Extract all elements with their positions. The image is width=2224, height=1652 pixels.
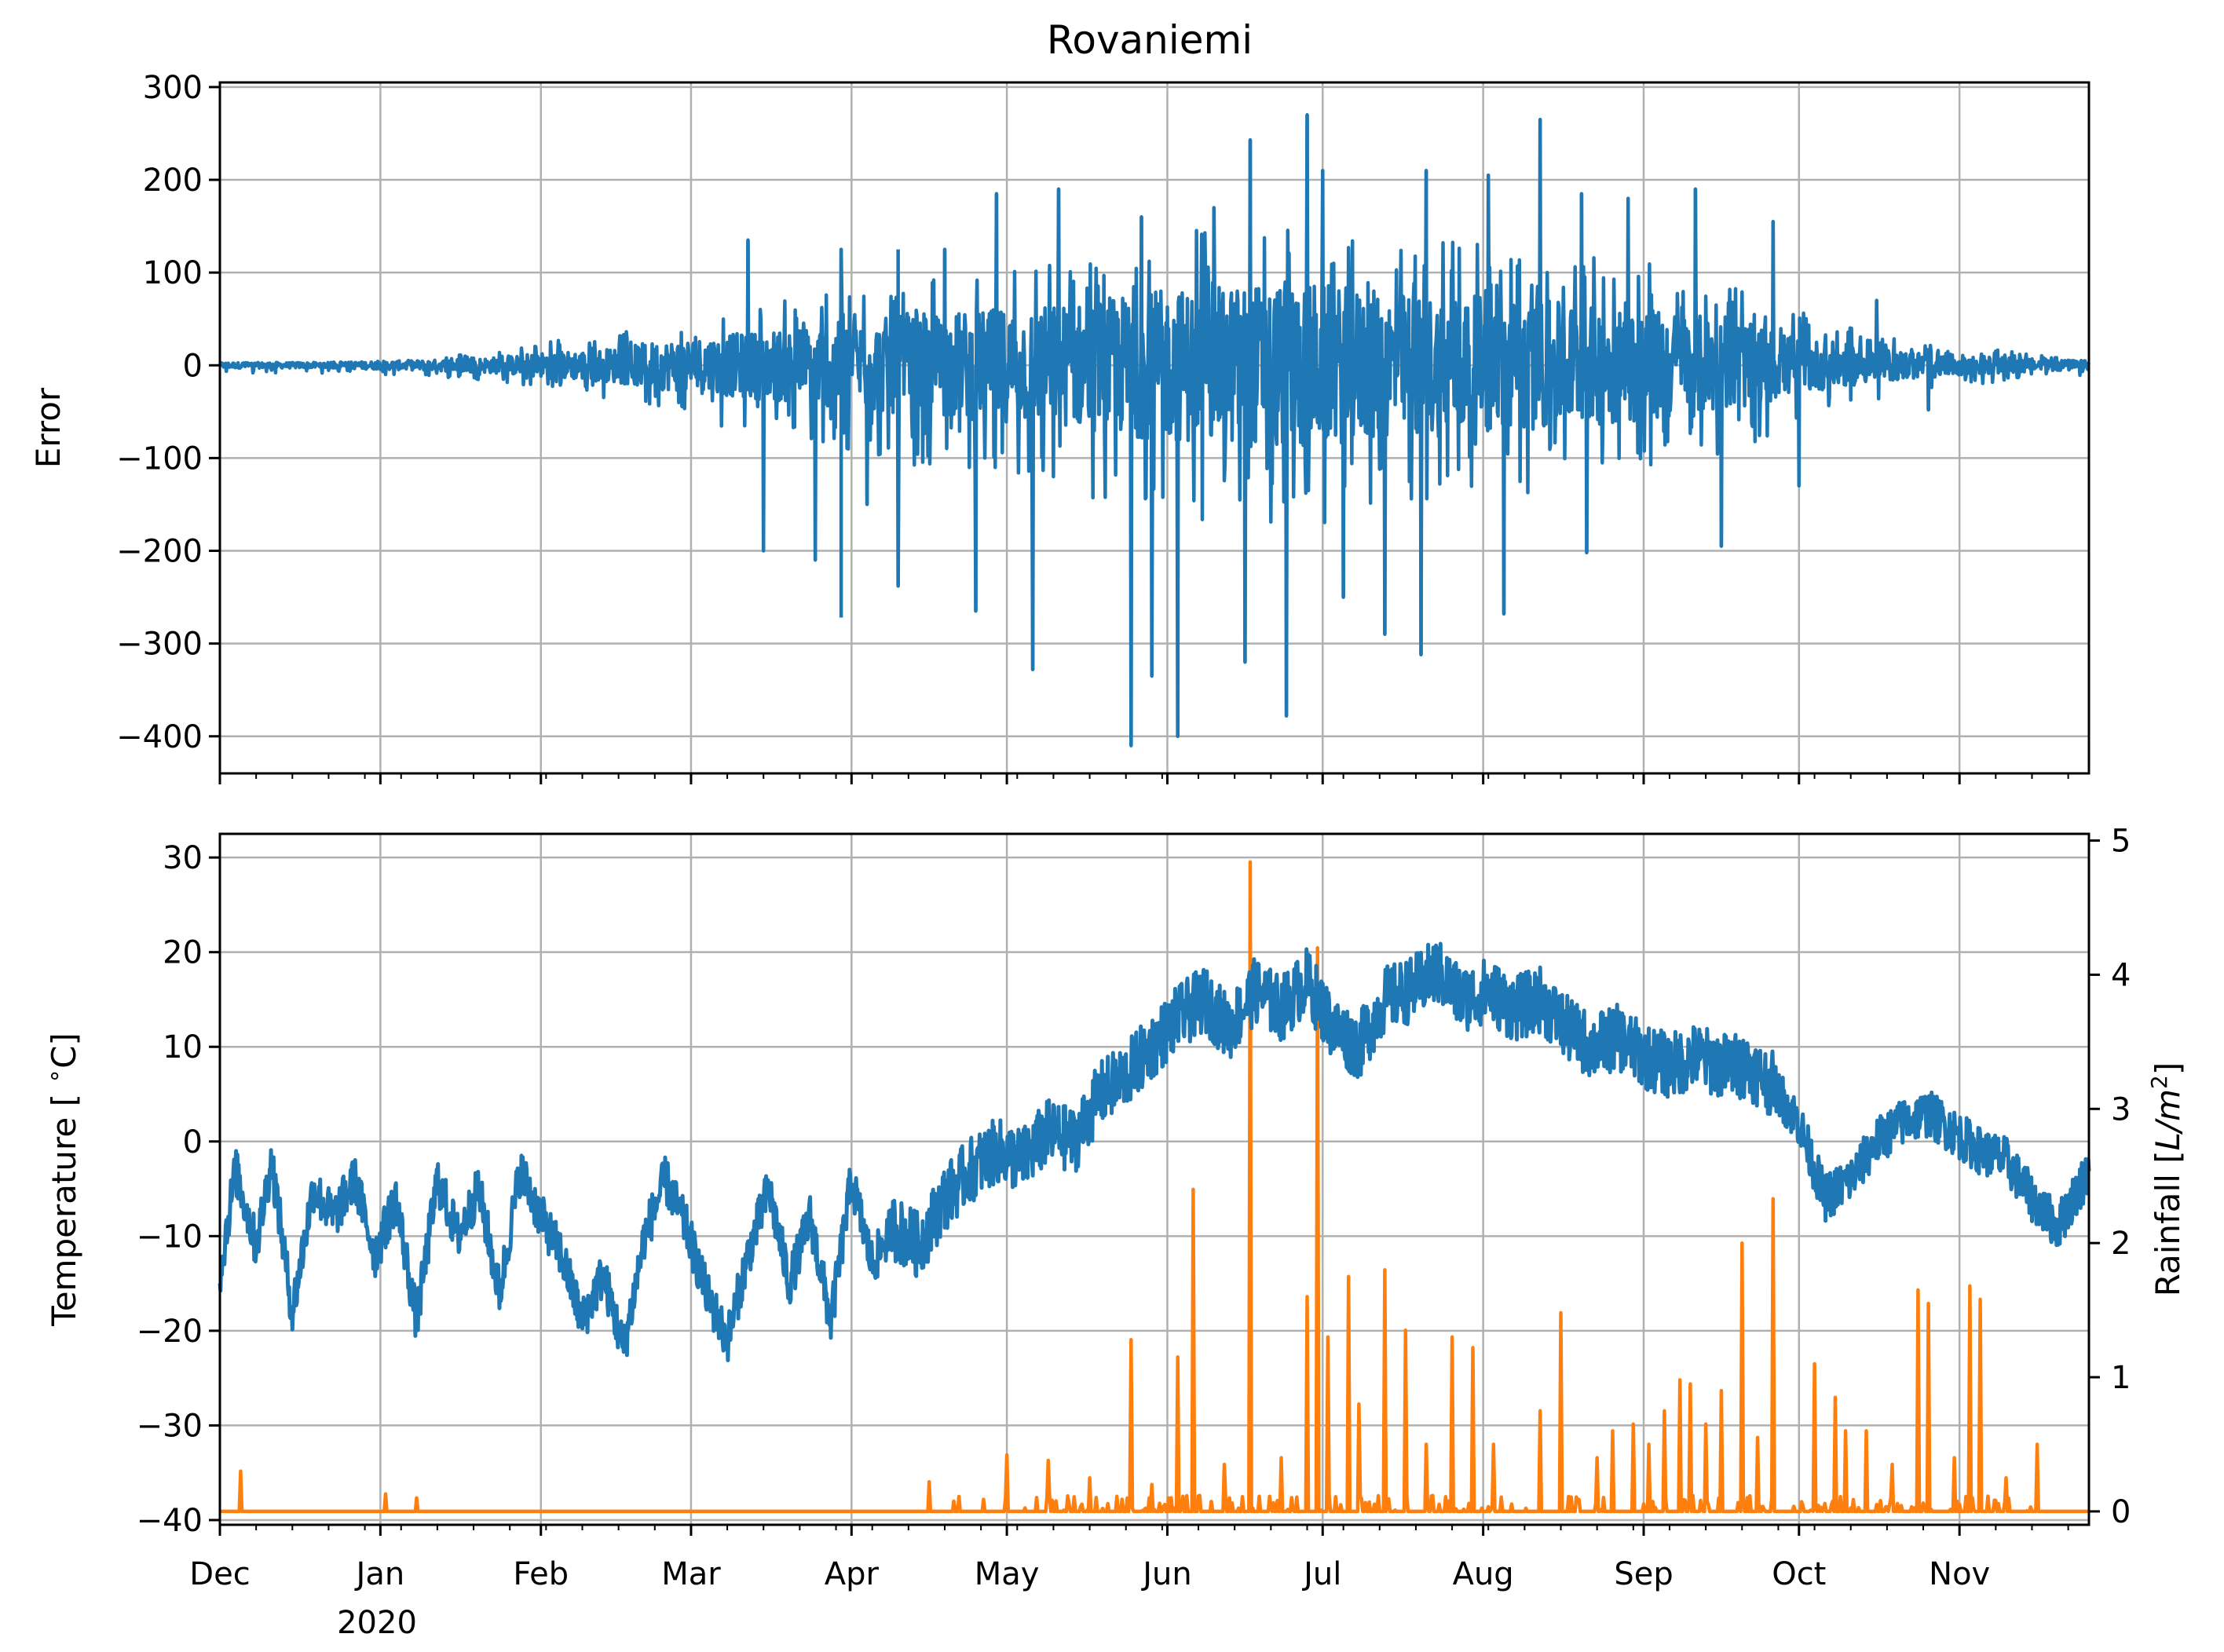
- x-tick-label-dec: Dec: [189, 1556, 250, 1592]
- temperature-y-tick-label-2: 10: [163, 1029, 203, 1065]
- rainfall-y-axis-label: Rainfall [L/m2]: [2146, 1062, 2188, 1297]
- error-series: [218, 113, 2091, 747]
- temperature-line: [218, 941, 2091, 1362]
- x-tick-label-jun: Jun: [1140, 1556, 1192, 1592]
- x-tick-label-feb: Feb: [513, 1556, 569, 1592]
- error-axes-frame: [218, 81, 2090, 775]
- x-tick-label-nov: Nov: [1929, 1556, 1990, 1592]
- x-tick-label-jan: Jan: [354, 1556, 405, 1592]
- rainfall-y-tick-label-3: 2: [2111, 1226, 2131, 1262]
- error-line: [218, 113, 2091, 747]
- temperature-series: [218, 941, 2091, 1362]
- temperature-y-tick-label-4: −10: [137, 1219, 203, 1255]
- temperature-grid: [218, 834, 2089, 1525]
- error-y-tick-label-3: 0: [183, 348, 203, 384]
- rainfall-y-tick-label-5: 0: [2111, 1494, 2131, 1530]
- rainfall-y-tick-label-0: 5: [2111, 824, 2131, 860]
- x-tick-label-oct: Oct: [1772, 1556, 1826, 1592]
- temperature-y-tick-label-6: −30: [137, 1408, 203, 1444]
- error-y-tick-label-6: −300: [116, 627, 203, 663]
- rainfall-y-tick-label-2: 3: [2111, 1091, 2131, 1128]
- temperature-y-axis-label: Temperature [ ∘C]: [41, 1032, 84, 1327]
- error-y-tick-label-2: 100: [143, 255, 203, 291]
- error-y-tick-label-5: −200: [116, 534, 203, 570]
- x-tick-label-may: May: [975, 1556, 1040, 1592]
- x-tick-label-mar: Mar: [661, 1556, 721, 1592]
- x-axis-labels: Dec Jan Feb Mar Apr May Jun Jul Aug Sep Oct Nov: [189, 1556, 1990, 1592]
- error-y-axis-label: Error: [29, 387, 68, 468]
- rainfall-line: [219, 860, 2090, 1514]
- rainfall-y-tick-label-4: 1: [2111, 1360, 2131, 1396]
- rainfall-y-tick-label-1: 4: [2111, 957, 2131, 993]
- rainfall-series: [219, 860, 2090, 1514]
- error-y-tick-label-4: −100: [116, 440, 203, 477]
- chart-title: Rovaniemi: [1047, 17, 1253, 63]
- x-year-label: 2020: [337, 1605, 417, 1641]
- error-panel: 300 200 100 0 −100 −200 −300 −400 Error: [29, 70, 2091, 784]
- temperature-y-tick-label-1: 20: [163, 935, 203, 971]
- x-tick-label-apr: Apr: [825, 1556, 880, 1592]
- temperature-axes-frame: [218, 832, 2090, 1526]
- x-tick-label-jul: Jul: [1301, 1556, 1341, 1592]
- temperature-y-tick-label-0: 30: [163, 840, 203, 876]
- error-y-tick-label-1: 200: [143, 163, 203, 199]
- temperature-y-tick-label-5: −20: [137, 1314, 203, 1350]
- x-tick-label-sep: Sep: [1614, 1556, 1673, 1592]
- error-y-tick-label-7: −400: [116, 719, 203, 755]
- error-y-tick-label-0: 300: [143, 70, 203, 106]
- error-axis-ticks: 300 200 100 0 −100 −200 −300 −400: [116, 70, 2069, 784]
- x-tick-label-aug: Aug: [1453, 1556, 1514, 1592]
- temperature-y-tick-label-7: −40: [137, 1503, 203, 1539]
- temperature-y-tick-label-3: 0: [183, 1124, 203, 1160]
